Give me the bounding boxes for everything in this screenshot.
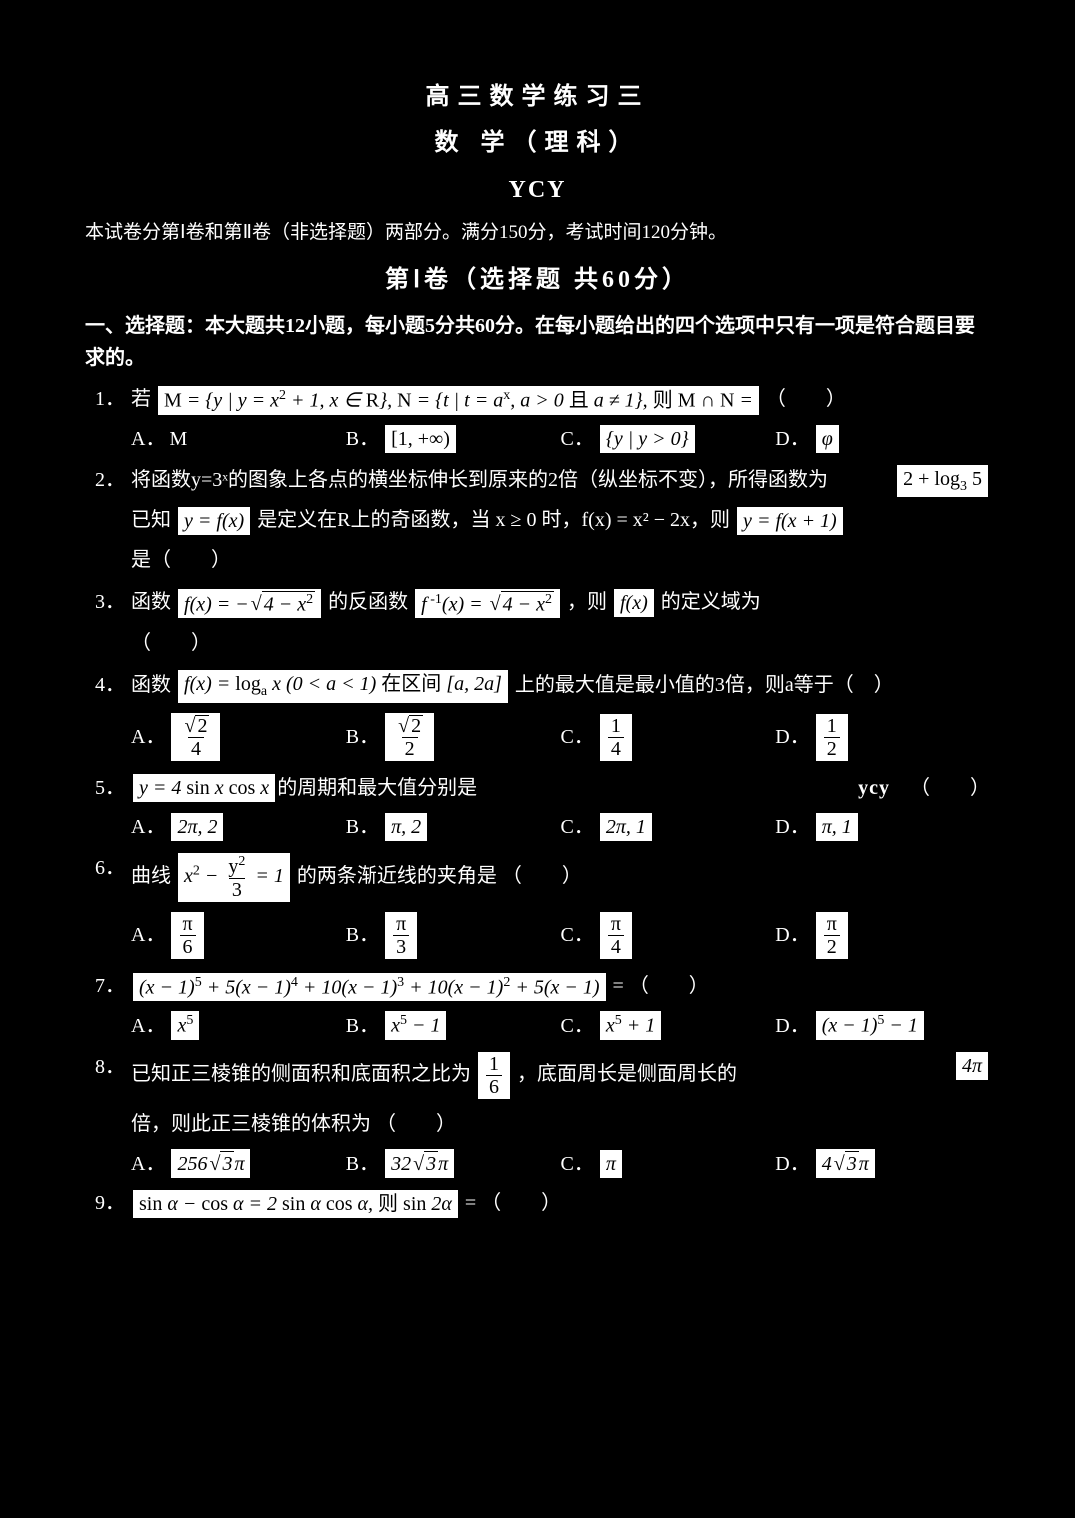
q4-e2: y = f(x + 1) [737, 507, 843, 535]
exam-page: 高三数学练习三 数 学（理科） YCY 本试卷分第Ⅰ卷和第Ⅱ卷（非选择题）两部分… [0, 0, 1075, 1518]
q6-B: B．22 [346, 711, 561, 763]
q1-pre: 若 [131, 388, 151, 410]
q8-A: A．π6 [131, 910, 346, 961]
q10-C: C．π [561, 1148, 776, 1180]
q8-C: C．π4 [561, 910, 776, 961]
q1-B: B．[1, +∞) [346, 423, 561, 455]
q3-num: 2． [85, 463, 125, 497]
question-7: 5． y = 4 sin x cos x 的周期和最大值分别是 ycy （ ） [85, 771, 990, 805]
q1-D: D．φ [775, 423, 990, 455]
q1-options: A．M B．[1, +∞) C．{y | y > 0} D．φ [85, 423, 990, 455]
q6-options: A．24 B．22 C．14 D．12 [85, 711, 990, 763]
q1-num: 1． [85, 382, 125, 416]
question-5: 3． 函数 f(x) = −4 − x2 的反函数 f -1(x) = 4 − … [85, 585, 990, 620]
q7-e1: y = 4 sin x cos x [133, 774, 275, 802]
q9-options: A．x5 B．x5 − 1 C．x5 + 1 D．(x − 1)5 − 1 [85, 1009, 990, 1042]
question-8: 6． 曲线 x2 − y23 = 1 的两条渐近线的夹角是 （ ） [85, 851, 990, 904]
q10-B: B．323π [346, 1147, 561, 1180]
q9-B: B．x5 − 1 [346, 1009, 561, 1042]
question-3: 2． 2 + log3 5 将函数y=3ˣ的图象上各点的横坐标伸长到原来的2倍（… [85, 463, 990, 497]
q10-D: D．43π [775, 1147, 990, 1180]
q7-C: C．2π, 1 [561, 811, 776, 843]
question-1: 1． 若 M = {y | y = x2 + 1, x ∈ R}, N = {t… [85, 382, 990, 417]
q3-D-expr: 2 + log3 5 [897, 465, 988, 498]
q5-num: 3． [85, 585, 125, 619]
question-5t: （ ） [85, 626, 990, 660]
q10-num: 8． [85, 1050, 125, 1084]
q3-text: 将函数y=3ˣ的图象上各点的横坐标伸长到原来的2倍（纵坐标不变），所得函数为 [131, 469, 828, 491]
question-10b: 倍，则此正三棱锥的体积为 （ ） [85, 1107, 990, 1141]
q1-tail: （ ） [766, 388, 846, 410]
q6-D: D．12 [775, 712, 990, 763]
ycy-badge: YCY [85, 171, 990, 209]
q8-num: 6． [85, 851, 125, 885]
q11-num: 9． [85, 1186, 125, 1220]
doc-title-2: 数 学（理科） [85, 124, 990, 162]
question-9: 7． (x − 1)5 + 5(x − 1)4 + 10(x − 1)3 + 1… [85, 969, 990, 1004]
question-11: 9． sin α − cos α = 2 sin α cos α, 则 sin … [85, 1186, 990, 1220]
q6-e1: f(x) = loga x (0 < a < 1) 在区间 [a, 2a] [178, 670, 508, 703]
doc-title-1: 高三数学练习三 [85, 78, 990, 116]
q5-e2: f -1(x) = 4 − x2 [415, 589, 560, 619]
q6-num: 4． [85, 668, 125, 702]
question-4b: 是（ ） [85, 543, 990, 577]
q1-C: C．{y | y > 0} [561, 423, 776, 455]
q1-A: A．M [131, 426, 346, 452]
q8-B: B．π3 [346, 910, 561, 961]
q10-right: 4π [956, 1052, 988, 1080]
q10-options: A．2563π B．323π C．π D．43π [85, 1147, 990, 1180]
q5-e1: f(x) = −4 − x2 [178, 589, 321, 619]
q6-C: C．14 [561, 712, 776, 763]
q6-A: A．24 [131, 711, 346, 763]
question-4: 已知 y = f(x) 是定义在R上的奇函数，当 x ≥ 0 时，f(x) = … [85, 503, 990, 537]
part-I-title: 第Ⅰ卷（选择题 共60分） [85, 261, 990, 299]
q11-e1: sin α − cos α = 2 sin α cos α, 则 sin 2α [133, 1190, 458, 1218]
section-1-head: 一、选择题：本大题共12小题，每小题5分共60分。在每小题给出的四个选项中只有一… [85, 310, 990, 374]
q8-options: A．π6 B．π3 C．π4 D．π2 [85, 910, 990, 961]
q9-e1: (x − 1)5 + 5(x − 1)4 + 10(x − 1)3 + 10(x… [133, 973, 606, 1002]
instructions: 本试卷分第Ⅰ卷和第Ⅱ卷（非选择题）两部分。满分150分，考试时间120分钟。 [85, 217, 990, 249]
q4-e1: y = f(x) [178, 507, 250, 535]
question-6: 4． 函数 f(x) = loga x (0 < a < 1) 在区间 [a, … [85, 668, 990, 705]
q7-options: A．2π, 2 B．π, 2 C．2π, 1 D．π, 1 [85, 811, 990, 843]
q8-D: D．π2 [775, 910, 990, 961]
q10-A: A．2563π [131, 1147, 346, 1180]
q1-expr: M = {y | y = x2 + 1, x ∈ R}, N = {t | t … [158, 386, 759, 415]
q9-C: C．x5 + 1 [561, 1009, 776, 1042]
q9-D: D．(x − 1)5 − 1 [775, 1009, 990, 1042]
q9-A: A．x5 [131, 1009, 346, 1042]
q5-e3: f(x) [614, 589, 654, 617]
question-10: 8． 4π 已知正三棱锥的侧面积和底面积之比为 16 ，底面周长是侧面周长的 [85, 1050, 990, 1101]
q9-num: 7． [85, 969, 125, 1003]
q4-mid: 是定义在R上的奇函数，当 x ≥ 0 时，f(x) = x² − 2x，则 [257, 509, 730, 531]
q7-A: A．2π, 2 [131, 811, 346, 843]
q7-num: 5． [85, 771, 125, 805]
q7-D: D．π, 1 [775, 811, 990, 843]
q7-B: B．π, 2 [346, 811, 561, 843]
q8-e1: x2 − y23 = 1 [178, 853, 290, 902]
